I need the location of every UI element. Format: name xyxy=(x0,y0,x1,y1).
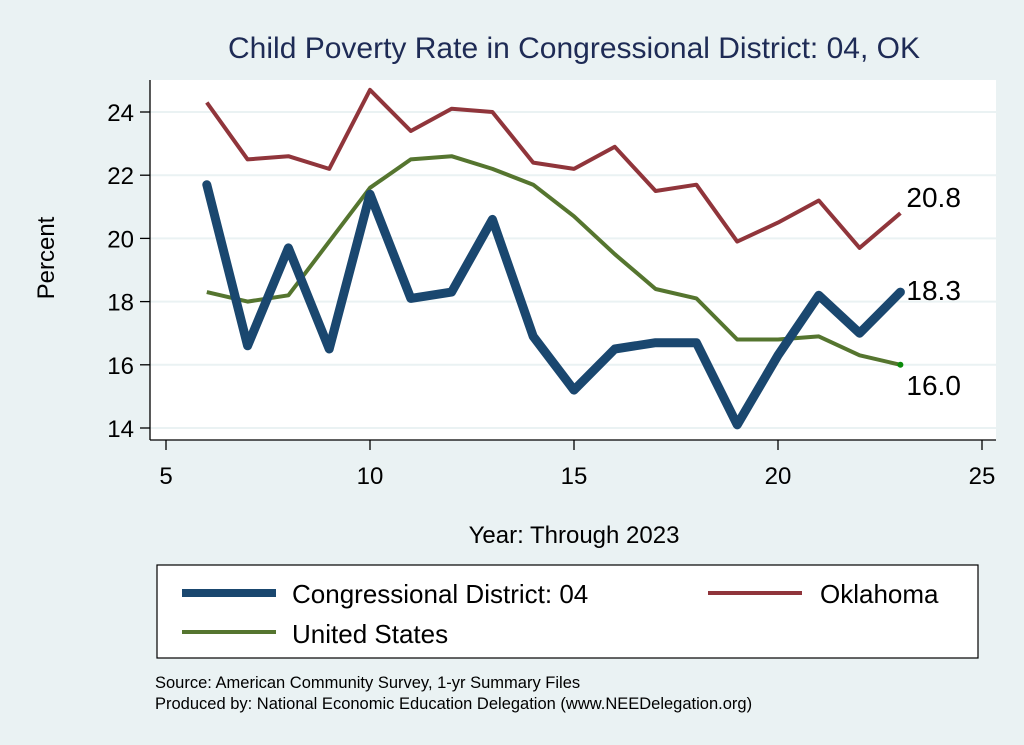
x-tick-label: 10 xyxy=(357,463,384,490)
source-note: Source: American Community Survey, 1-yr … xyxy=(155,674,580,692)
end-value-label: 18.3 xyxy=(906,275,961,306)
legend-label-us: United States xyxy=(292,619,448,649)
axes: 14 16 18 20 22 24 5 10 15 20 25 xyxy=(107,80,996,490)
y-tick-label: 16 xyxy=(107,353,134,380)
series-end-point xyxy=(897,361,904,368)
legend-box xyxy=(156,564,979,659)
y-tick-label: 14 xyxy=(107,416,134,443)
end-value-label: 20.8 xyxy=(906,182,961,213)
legend-label-oklahoma: Oklahoma xyxy=(820,579,939,609)
x-tick-label: 20 xyxy=(765,463,792,490)
series-line-congressional-district-04 xyxy=(202,180,905,430)
legend-label-district: Congressional District: 04 xyxy=(292,579,588,609)
end-value-label: 16.0 xyxy=(906,370,961,401)
y-tick-label: 18 xyxy=(107,290,134,317)
series-line-oklahoma xyxy=(205,87,902,250)
y-tick-label: 24 xyxy=(107,100,134,127)
x-axis-label: Year: Through 2023 xyxy=(469,522,680,549)
y-axis-label: Percent xyxy=(33,216,60,299)
y-tick-label: 22 xyxy=(107,163,134,190)
y-tick-label: 20 xyxy=(107,226,134,253)
legend: Congressional District: 04 Oklahoma Unit… xyxy=(156,564,979,659)
x-tick-label: 25 xyxy=(969,463,996,490)
produced-by-note: Produced by: National Economic Education… xyxy=(155,695,752,713)
gridlines xyxy=(150,111,996,429)
chart-title: Child Poverty Rate in Congressional Dist… xyxy=(228,32,920,65)
series-lines: 18.3 20.8 16.0 xyxy=(202,87,961,430)
x-tick-label: 15 xyxy=(561,463,588,490)
x-tick-label: 5 xyxy=(159,463,172,490)
